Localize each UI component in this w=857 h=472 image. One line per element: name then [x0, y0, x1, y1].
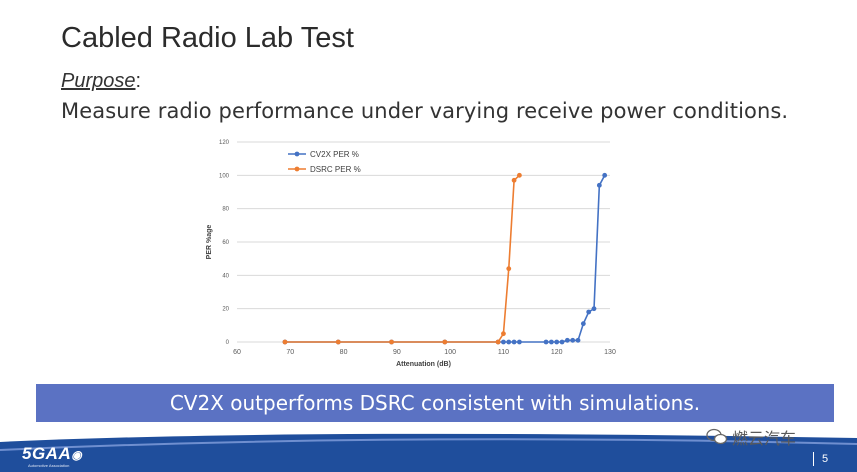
data-point-cv2x	[511, 339, 517, 345]
y-tick-label: 40	[222, 273, 229, 279]
per-chart: 0 20 40 60 80 100 120 60 70 80 90 100 110 120 130 Atten…	[195, 130, 625, 375]
purpose-label: Purpose	[61, 70, 136, 92]
slide-title: Cabled Radio Lab Test	[61, 22, 354, 54]
data-point-cv2x	[596, 182, 602, 188]
x-tick-label: 100	[444, 349, 456, 356]
data-point-dsrc	[282, 339, 288, 345]
series-line-cv2x	[284, 174, 606, 343]
y-axis-label: PER %age	[206, 225, 213, 260]
data-point-dsrc	[335, 339, 341, 345]
data-point-dsrc	[501, 331, 506, 337]
purpose-text: Measure radio performance under varying …	[61, 99, 789, 123]
data-point-cv2x	[602, 172, 608, 178]
page-number: 5	[822, 453, 829, 465]
y-tick-label: 20	[222, 307, 229, 313]
wechat-icon	[706, 428, 728, 445]
data-point-dsrc	[495, 339, 501, 345]
banner-text: CV2X outperforms DSRC consistent with si…	[169, 391, 701, 415]
data-point-cv2x	[543, 339, 549, 345]
data-point-dsrc	[506, 266, 512, 272]
x-axis-label: Attenuation (dB)	[396, 361, 451, 368]
watermark-text: 燃云汽车	[732, 429, 797, 448]
data-point-cv2x	[517, 339, 522, 345]
data-point-cv2x	[575, 337, 581, 343]
legend-label: CV2X PER %	[310, 150, 359, 159]
purpose-colon: :	[135, 70, 142, 92]
y-tick-label: 0	[226, 340, 230, 346]
data-point-cv2x	[580, 321, 586, 327]
data-point-cv2x	[548, 339, 554, 345]
series-line-dsrc	[284, 174, 520, 343]
legend-marker	[294, 166, 300, 172]
data-point-dsrc	[511, 177, 517, 183]
y-tick-label: 120	[219, 140, 230, 146]
data-point-dsrc	[442, 339, 448, 345]
y-tick-label: 100	[219, 173, 230, 179]
logo-subtext: Automotive Association	[28, 463, 70, 468]
purpose-heading: Purpose:	[61, 70, 141, 93]
x-tick-label: 90	[393, 349, 401, 356]
data-point-dsrc	[517, 172, 522, 178]
x-tick-label: 60	[233, 349, 241, 356]
conclusion-banner: CV2X outperforms DSRC consistent with si…	[36, 384, 834, 422]
data-point-cv2x	[559, 339, 565, 345]
watermark: 燃云汽车	[706, 425, 796, 449]
data-point-dsrc	[389, 339, 394, 345]
x-tick-label: 80	[340, 349, 348, 356]
y-tick-label: 60	[222, 240, 229, 246]
x-tick-label: 120	[551, 349, 563, 356]
data-point-cv2x	[570, 337, 576, 343]
logo-text: 5GAA	[22, 444, 72, 463]
data-point-cv2x	[554, 339, 560, 345]
x-tick-label: 110	[498, 349, 509, 356]
legend-marker	[294, 151, 300, 157]
legend-label: DSRC PER %	[310, 165, 361, 174]
data-point-cv2x	[501, 339, 506, 345]
y-tick-label: 80	[222, 207, 229, 213]
data-point-cv2x	[564, 337, 570, 343]
page-separator	[813, 452, 814, 466]
5gaa-logo: 5GAA◉	[22, 444, 82, 464]
logo-signal-icon: ◉	[71, 448, 83, 462]
x-tick-label: 130	[604, 349, 616, 356]
data-point-cv2x	[586, 309, 592, 315]
x-tick-label: 70	[286, 349, 294, 356]
data-point-cv2x	[591, 306, 597, 312]
data-point-cv2x	[506, 339, 512, 345]
chart-svg: 0 20 40 60 80 100 120 60 70 80 90 100 110 120 130 Atten…	[206, 140, 616, 368]
